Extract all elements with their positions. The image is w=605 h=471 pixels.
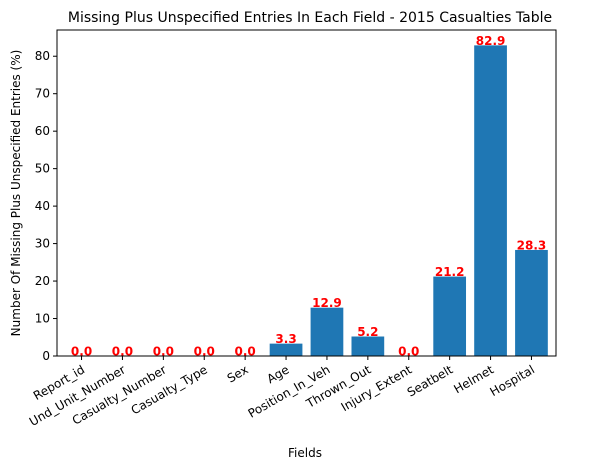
y-tick-label: 20 (35, 274, 50, 288)
y-axis-title: Number Of Missing Plus Unspecified Entri… (9, 50, 23, 337)
data-label: 12.9 (312, 296, 342, 310)
y-tick-label: 80 (35, 49, 50, 63)
y-tick-label: 60 (35, 124, 50, 138)
data-label: 28.3 (517, 238, 547, 252)
y-tick-label: 10 (35, 312, 50, 326)
plot-frame (56, 29, 557, 357)
data-label: 82.9 (476, 34, 506, 48)
bars-group (269, 45, 548, 357)
data-label: 0.0 (153, 345, 174, 359)
x-tick-label: Injury_Extent (339, 362, 415, 414)
x-tick-label: Age (264, 362, 291, 386)
data-label: 0.0 (112, 345, 133, 359)
y-tick-label: 40 (35, 199, 50, 213)
x-tick-label: Sex (225, 362, 251, 385)
bar-position-in-veh (310, 307, 344, 356)
bar-hospital (515, 249, 548, 356)
x-axis-title: Fields (288, 446, 322, 460)
bar-thrown-out (351, 336, 385, 356)
data-label: 0.0 (398, 345, 419, 359)
data-labels-group: 0.0 0.0 0.0 0.0 0.0 3.3 12.9 5.2 0.0 21.2 82.9 28.3 (71, 34, 546, 359)
chart-title: Missing Plus Unspecified Entries In Each… (68, 10, 552, 26)
bar-age (269, 343, 303, 356)
bar-helmet (474, 45, 507, 357)
x-axis: Report_idUnd_Unit_NumberCasualty_NumberC… (27, 356, 537, 429)
x-tick-label: Hospital (488, 362, 537, 399)
data-label: 0.0 (194, 345, 215, 359)
bar-seatbelt (433, 276, 467, 356)
data-label: 21.2 (435, 265, 465, 279)
data-label: 0.0 (235, 345, 256, 359)
data-label: 5.2 (357, 325, 378, 339)
y-tick-label: 0 (42, 349, 50, 363)
y-tick-label: 70 (35, 87, 50, 101)
y-tick-label: 30 (35, 237, 50, 251)
data-label: 0.0 (71, 345, 92, 359)
y-axis: 0 10 20 30 40 50 60 70 80 (35, 49, 57, 363)
y-tick-label: 50 (35, 162, 50, 176)
data-label: 3.3 (275, 332, 296, 346)
x-tick-label: Seatbelt (405, 362, 456, 399)
